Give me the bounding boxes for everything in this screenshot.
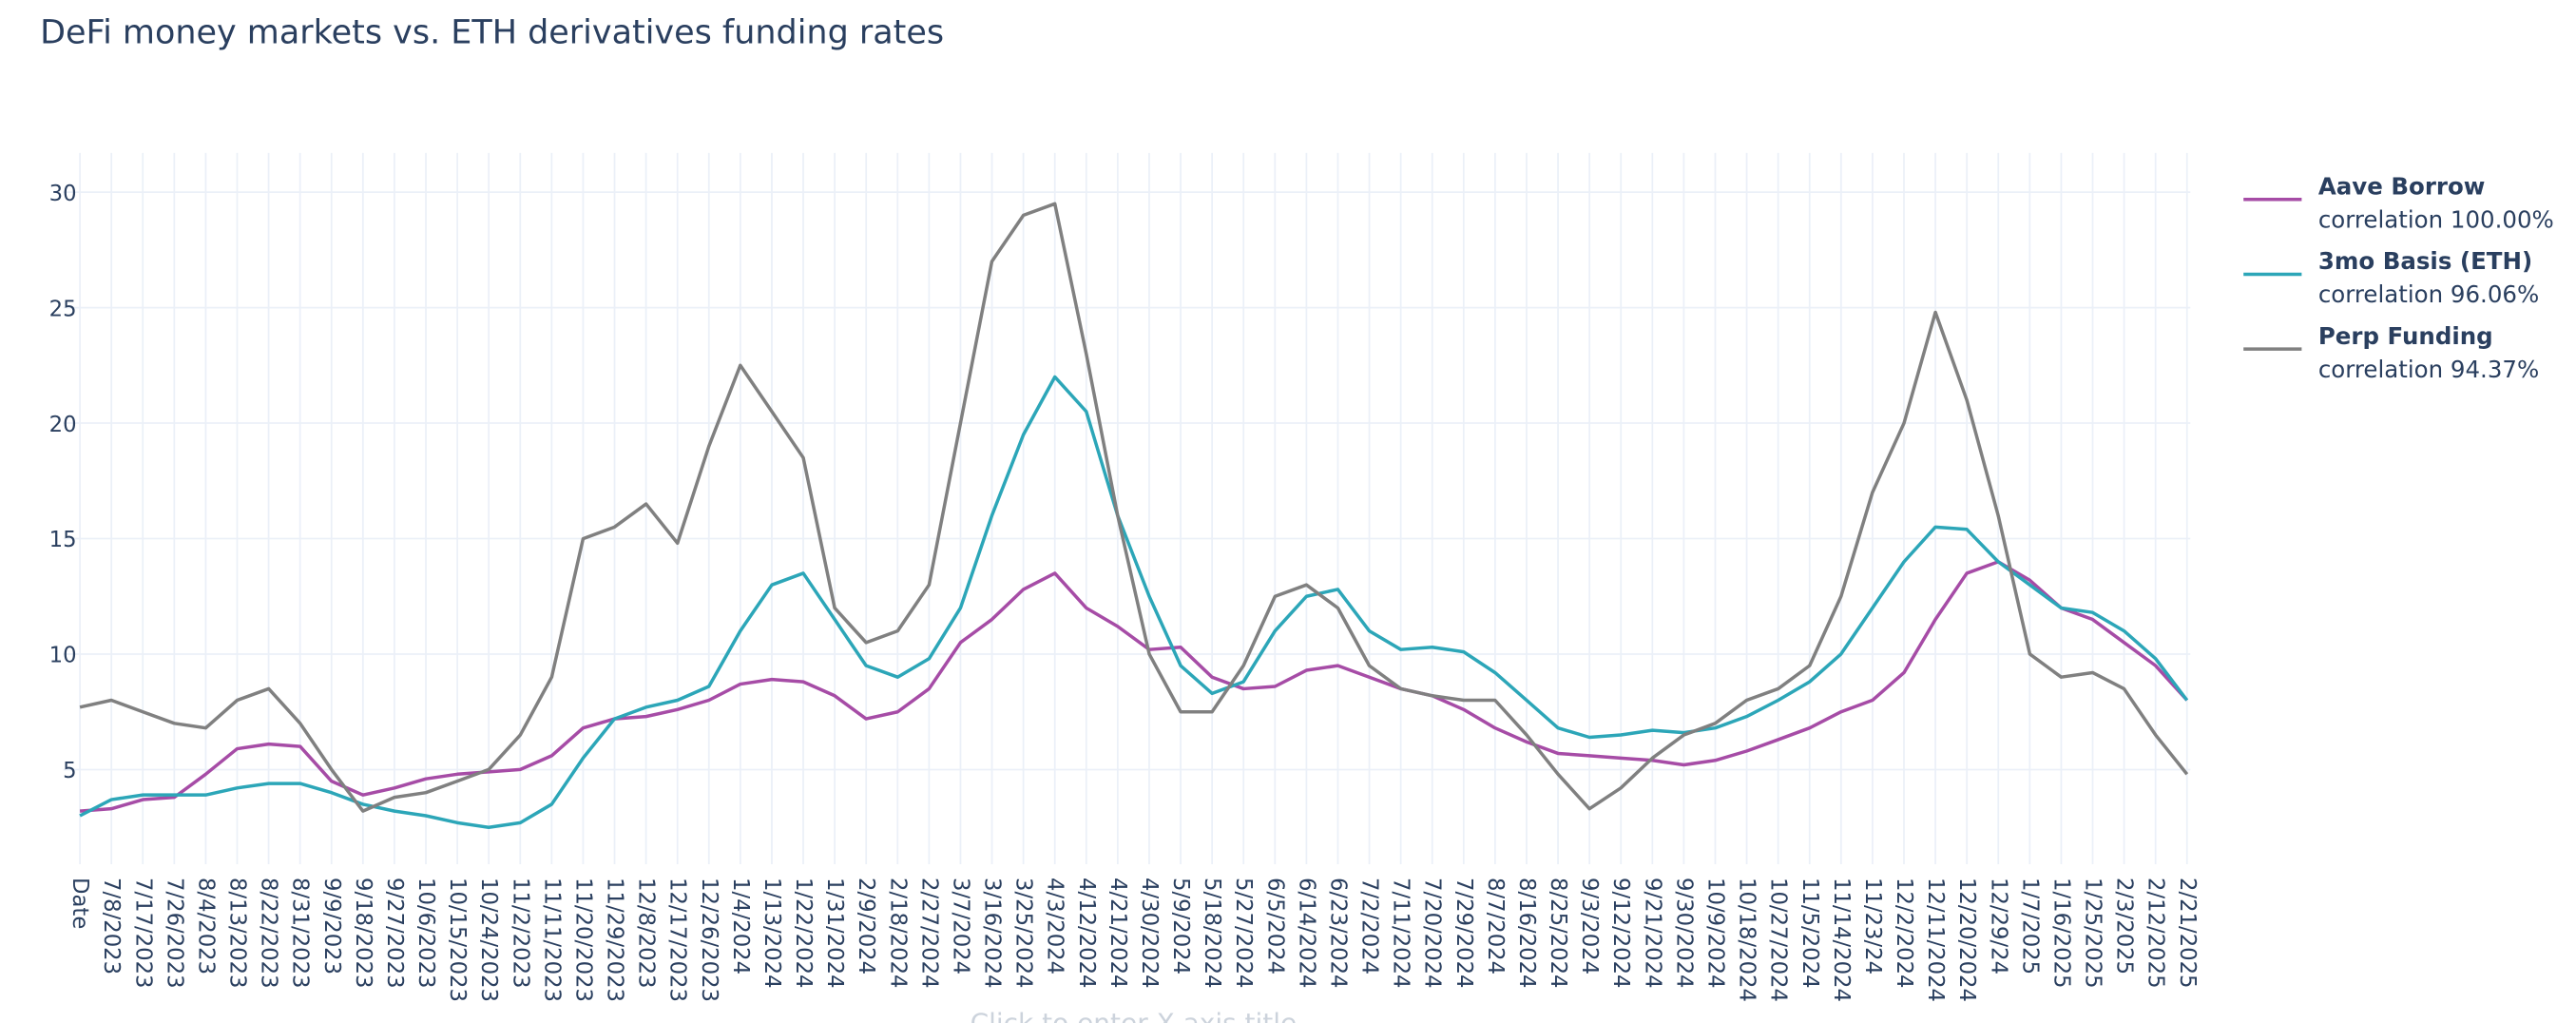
series-line [79,202,2189,813]
x-tick-label: 8/31/2023 [288,878,313,989]
x-tick-label: 12/8/2023 [634,878,659,989]
x-tick-label: 6/14/2024 [1294,878,1318,989]
x-tick-label: 12/17/2023 [665,878,690,1002]
x-tick-label: 8/7/2024 [1483,878,1508,975]
x-tick-label: 11/23/24 [1860,878,1885,975]
x-tick-label: 10/9/2024 [1702,878,1727,989]
legend-label: Aave Borrow [2318,173,2486,201]
x-tick-label: 9/27/2023 [382,878,407,989]
x-tick-label: 1/13/2024 [759,878,784,989]
y-tick-label: 15 [49,528,77,552]
x-tick-label: 2/12/2025 [2143,878,2168,989]
chart-title: DeFi money markets vs. ETH derivatives f… [40,13,944,51]
x-tick-label: 4/3/2024 [1043,878,1067,975]
y-tick-label: 10 [49,644,77,668]
x-tick-label: 11/20/2023 [570,878,595,1002]
x-tick-label: 6/23/2024 [1325,878,1350,989]
x-tick-label: 2/27/2024 [916,878,941,989]
x-tick-label: 4/21/2024 [1105,878,1130,989]
x-tick-label: 7/29/2024 [1451,878,1476,989]
x-tick-label: 7/11/2024 [1389,878,1413,989]
x-tick-label: 12/2/2024 [1892,878,1916,989]
y-tick-label: 5 [63,759,76,783]
x-tick-label: 9/21/2024 [1640,878,1664,989]
x-tick-label: 1/31/2024 [822,878,847,989]
x-tick-label: 8/16/2024 [1514,878,1539,989]
x-tick-label: 9/18/2023 [351,878,375,989]
x-tick-label: 7/8/2023 [99,878,124,975]
x-tick-label: 10/18/2024 [1735,878,1759,1002]
x-tick-label: 10/27/2024 [1766,878,1791,1002]
x-tick-label: 1/16/2025 [2048,878,2073,988]
x-tick-label: 2/21/2025 [2175,878,2200,988]
x-tick-label: 12/20/2024 [1954,878,1979,1002]
legend-item[interactable]: Perp Funding correlation 94.37% [2243,322,2539,383]
x-tick-label: 11/2/2023 [508,878,532,989]
x-tick-label: 11/29/2023 [603,878,627,1002]
x-tick-label: 1/25/2025 [2081,878,2105,988]
x-tick-label: 10/15/2023 [445,878,470,1002]
x-tick-label: 7/17/2023 [130,878,155,989]
series-line [79,560,2189,813]
x-tick-label: 3/7/2024 [948,878,972,975]
x-tick-label: 5/9/2024 [1168,878,1193,975]
x-tick-label: 1/7/2025 [2017,878,2042,975]
legend-sublabel: correlation 100.00% [2318,205,2554,233]
legend-item[interactable]: 3mo Basis (ETH) correlation 96.06% [2243,247,2539,308]
x-tick-label: 7/2/2024 [1357,878,1382,975]
x-tick-label: 8/13/2023 [225,878,250,989]
x-tick-label: Date [67,878,92,929]
x-tick-label: 9/30/2024 [1671,878,1696,988]
legend-sublabel: correlation 94.37% [2318,356,2539,383]
x-tick-label: 12/29/24 [1986,878,2010,975]
x-tick-label: 8/4/2023 [193,878,218,975]
x-tick-label: 5/27/2024 [1231,878,1256,989]
legend-item[interactable]: Aave Borrow correlation 100.00% [2243,173,2554,234]
x-tick-label: 10/24/2023 [476,878,501,1002]
x-tick-label: 9/12/2024 [1608,878,1633,989]
x-tick-label: 4/12/2024 [1074,878,1099,989]
x-tick-label: 2/3/2025 [2112,878,2137,975]
x-tick-label: 9/9/2023 [319,878,344,975]
y-tick-label: 30 [49,182,77,206]
x-tick-label: 3/25/2024 [1011,878,1036,989]
legend-label: 3mo Basis (ETH) [2318,247,2532,275]
x-axis-title[interactable]: Click to enter X axis title [971,1008,1298,1023]
x-tick-label: 7/20/2024 [1420,878,1445,989]
series-line [79,375,2189,829]
x-tick-label: 12/11/2024 [1923,878,1948,1002]
x-tick-label: 8/22/2023 [257,878,281,989]
x-tick-label: 1/22/2024 [791,878,816,989]
legend-label: Perp Funding [2318,322,2493,350]
x-tick-label: 11/11/2023 [539,878,564,1002]
x-tick-label: 1/4/2024 [728,878,753,975]
x-tick-label: 7/26/2023 [162,878,186,989]
grid [63,152,2191,865]
y-tick-label: 20 [49,413,77,437]
x-tick-label: 9/3/2024 [1577,878,1602,975]
x-tick-label: 6/5/2024 [1262,878,1287,975]
x-tick-label: 2/18/2024 [885,878,910,989]
x-tick-label: 11/14/2024 [1829,878,1854,1002]
x-tick-label: 5/18/2024 [1200,878,1224,989]
x-tick-label: 12/26/2023 [697,878,721,1002]
x-tick-label: 8/25/2024 [1546,878,1570,989]
x-tick-label: 3/16/2024 [980,878,1005,989]
x-tick-label: 2/9/2024 [854,878,878,975]
x-tick-label: 10/6/2023 [413,878,438,989]
x-tick-label: 11/5/2024 [1797,878,1822,989]
y-tick-label: 25 [49,297,77,321]
x-tick-label: 4/30/2024 [1137,878,1162,989]
legend-sublabel: correlation 96.06% [2318,280,2539,308]
